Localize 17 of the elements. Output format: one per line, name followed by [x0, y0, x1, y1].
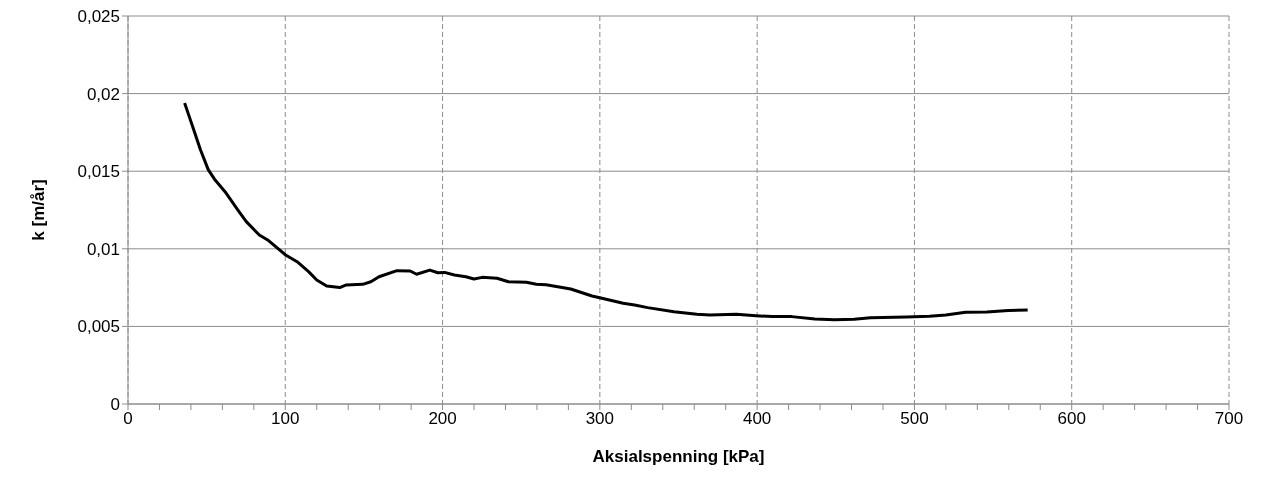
x-tick-label: 500	[900, 409, 929, 429]
y-tick-label: 0,015	[77, 162, 120, 182]
y-tick-label: 0,025	[77, 7, 120, 27]
y-tick-label: 0,02	[86, 84, 120, 104]
y-tick-label: 0,01	[86, 239, 120, 259]
x-tick-label: 100	[271, 409, 300, 429]
x-tick-label: 700	[1214, 409, 1244, 429]
x-axis-title: Aksialspenning [kPa]	[592, 447, 765, 466]
y-tick-label: 0	[110, 395, 120, 415]
x-tick-label: 400	[742, 409, 772, 429]
x-tick-label: 600	[1057, 409, 1086, 429]
line-series	[183, 101, 1030, 322]
y-axis-title: k [m/år]	[29, 179, 49, 241]
x-tick-label: 0	[123, 409, 133, 429]
x-tick-label: 300	[585, 409, 615, 429]
y-tick-label: 0,005	[77, 317, 120, 337]
x-tick-label: 200	[428, 409, 457, 429]
